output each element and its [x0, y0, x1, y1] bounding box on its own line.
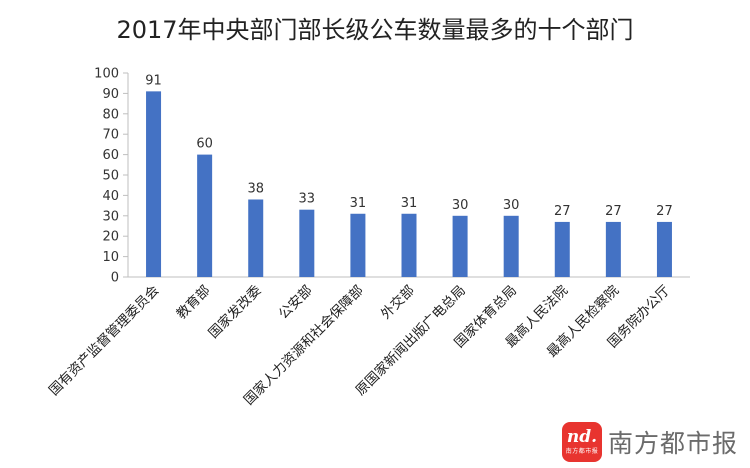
data-label: 27	[656, 204, 673, 219]
data-label: 27	[605, 204, 622, 219]
bar	[452, 215, 468, 277]
publisher-name: 南方都市报	[607, 429, 738, 458]
data-label: 30	[452, 198, 469, 213]
bar	[146, 91, 162, 277]
bar	[605, 221, 621, 277]
y-tick-label: 60	[102, 148, 119, 163]
x-tick-label: 公安部	[276, 283, 316, 323]
bar	[401, 213, 417, 277]
bar	[299, 209, 315, 277]
y-tick-label: 20	[102, 230, 119, 245]
chart-title: 2017年中央部门部长级公车数量最多的十个部门	[116, 16, 633, 44]
data-label: 30	[503, 198, 520, 213]
bar	[248, 199, 264, 277]
logo-mark: nd.	[566, 427, 598, 447]
bars	[146, 91, 672, 277]
y-tick-label: 10	[102, 250, 119, 265]
logo-subtext: 南方都市报	[565, 448, 599, 455]
data-label: 27	[554, 204, 571, 219]
y-tick-label: 100	[94, 67, 119, 82]
y-tick-label: 0	[111, 271, 119, 286]
y-tick-label: 70	[102, 128, 119, 143]
axes: 0 10 20 30 40 50 60 70 80 90 100	[94, 67, 690, 286]
x-tick-label: 国有资产监督管理委员会	[46, 283, 162, 399]
data-label: 38	[247, 181, 264, 196]
data-label: 33	[299, 192, 316, 207]
data-label: 31	[350, 196, 367, 211]
y-tick-label: 30	[102, 209, 119, 224]
data-label: 31	[401, 196, 418, 211]
bar	[197, 154, 213, 277]
bar	[554, 221, 570, 277]
data-label: 60	[196, 137, 213, 152]
data-label: 91	[145, 73, 162, 88]
y-tick-label: 50	[102, 169, 119, 184]
y-tick-label: 40	[102, 189, 119, 204]
publisher-logo-icon: nd. 南方都市报	[561, 422, 602, 462]
publisher-watermark: nd. 南方都市报 南方都市报	[561, 422, 738, 462]
bar	[350, 213, 366, 277]
x-tick-label: 教育部	[174, 283, 214, 323]
bar	[503, 215, 519, 277]
y-tick-label: 90	[102, 87, 119, 102]
x-tick-label: 外交部	[377, 282, 418, 323]
bar	[656, 221, 672, 277]
x-tick-label: 国家发改委	[205, 282, 265, 342]
y-tick-label: 80	[102, 107, 119, 122]
